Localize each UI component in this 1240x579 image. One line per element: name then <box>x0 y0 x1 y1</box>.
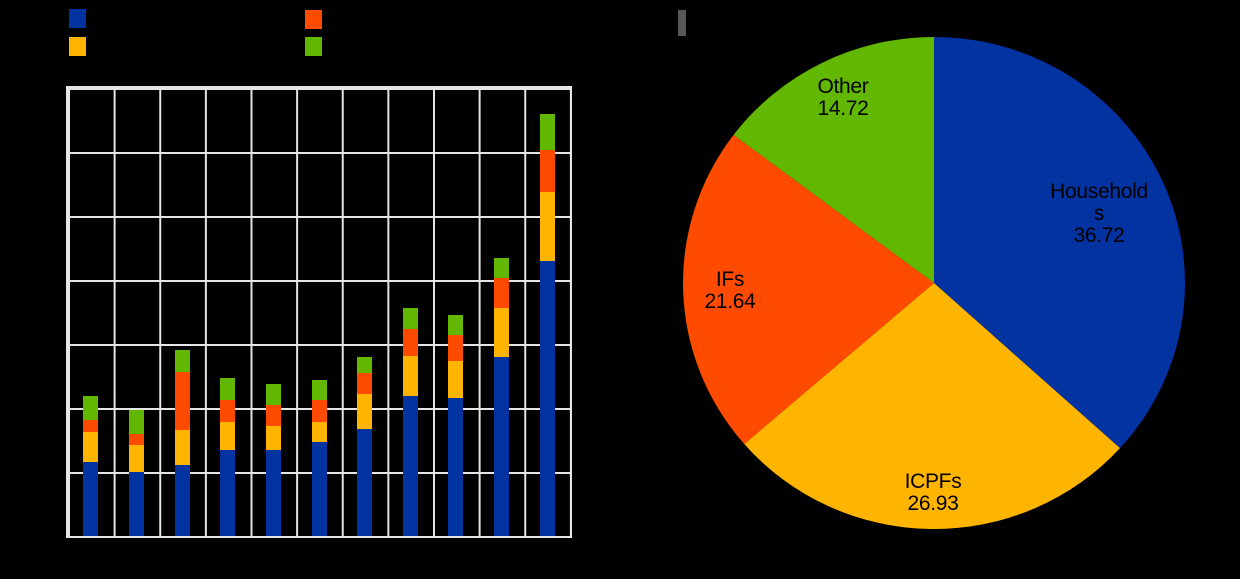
bar-segment-orange[interactable] <box>174 371 190 430</box>
pie-label-other: Other 14.72 <box>817 76 868 120</box>
legend-swatch-orange-icon[interactable] <box>305 10 322 29</box>
stacked-bar-11[interactable] <box>539 114 555 536</box>
bar-segment-orange[interactable] <box>83 420 99 433</box>
bar-segment-blue[interactable] <box>220 450 236 536</box>
bar-segment-green[interactable] <box>129 409 144 434</box>
bar-segment-orange[interactable] <box>402 328 418 357</box>
stacked-bar-8[interactable] <box>402 307 418 536</box>
bar-segment-green[interactable] <box>83 395 99 421</box>
pie-label-ifs: IFs 21.64 <box>704 269 755 313</box>
bar-segment-blue[interactable] <box>448 397 464 536</box>
bar-segment-yellow[interactable] <box>357 393 373 430</box>
bar-segment-orange[interactable] <box>129 433 144 445</box>
bar-segment-green[interactable] <box>494 257 509 279</box>
bar-segment-orange[interactable] <box>448 334 464 361</box>
title-cursor-bar <box>678 10 686 36</box>
stacked-bar-1[interactable] <box>83 395 99 536</box>
bar-segment-blue[interactable] <box>402 395 418 536</box>
stacked-bar-6[interactable] <box>311 379 327 536</box>
bar-segment-yellow[interactable] <box>220 422 236 451</box>
pie-label-other-value: 14.72 <box>817 97 869 120</box>
pie-slice-households[interactable] <box>934 37 1185 449</box>
legend-swatch-blue-icon[interactable] <box>69 9 86 28</box>
bar-segment-orange[interactable] <box>539 150 555 192</box>
legend-swatch-green-icon[interactable] <box>305 37 322 56</box>
bar-segment-yellow[interactable] <box>311 422 327 442</box>
bar-segment-orange[interactable] <box>494 278 509 309</box>
bar-chart-plot-area <box>66 86 572 538</box>
pie-label-households-name-line2: s <box>1093 202 1105 225</box>
legend-swatch-yellow-icon[interactable] <box>69 37 86 56</box>
pie-label-icpfs-value: 26.93 <box>907 492 959 515</box>
bar-segment-yellow[interactable] <box>129 444 144 472</box>
stacked-bar-10[interactable] <box>494 257 509 536</box>
bar-segment-green[interactable] <box>174 349 190 372</box>
pie-label-ifs-name: IFs <box>715 268 745 291</box>
bar-segment-yellow[interactable] <box>539 191 555 261</box>
stacked-bar-9[interactable] <box>448 315 464 536</box>
bar-segment-yellow[interactable] <box>174 429 190 465</box>
bar-segment-green[interactable] <box>402 307 418 329</box>
bar-segment-blue[interactable] <box>311 441 327 536</box>
bar-segment-blue[interactable] <box>129 472 144 536</box>
bar-segment-blue[interactable] <box>174 465 190 536</box>
bar-segment-orange[interactable] <box>265 404 281 426</box>
bar-segment-orange[interactable] <box>357 372 373 394</box>
bar-segment-green[interactable] <box>220 377 236 401</box>
bar-segment-green[interactable] <box>265 384 281 405</box>
pie-chart <box>683 37 1185 530</box>
bar-segment-green[interactable] <box>448 315 464 335</box>
bar-segment-yellow[interactable] <box>402 356 418 396</box>
bar-segment-blue[interactable] <box>357 429 373 536</box>
pie-label-households-name-line1: Household <box>1050 180 1148 203</box>
stacked-bar-5[interactable] <box>265 384 281 536</box>
bar-segment-blue[interactable] <box>265 450 281 536</box>
bar-segment-yellow[interactable] <box>83 432 99 462</box>
bar-segment-orange[interactable] <box>220 400 236 423</box>
pie-slice-icpfs[interactable] <box>744 283 1120 530</box>
bar-segment-blue[interactable] <box>494 356 509 536</box>
bar-segment-blue[interactable] <box>539 260 555 536</box>
stacked-bar-7[interactable] <box>357 357 373 536</box>
stacked-bar-3[interactable] <box>174 349 190 536</box>
bar-segment-yellow[interactable] <box>265 425 281 451</box>
bar-segment-green[interactable] <box>311 379 327 401</box>
bar-segment-green[interactable] <box>539 114 555 151</box>
pie-label-ifs-value: 21.64 <box>704 290 756 313</box>
pie-slice-ifs[interactable] <box>683 134 934 445</box>
bar-segment-blue[interactable] <box>83 461 99 536</box>
stacked-bar-4[interactable] <box>220 377 236 536</box>
bar-segment-orange[interactable] <box>311 400 327 423</box>
pie-label-households: Household s 36.72 <box>1050 181 1148 247</box>
stacked-bar-2[interactable] <box>129 409 144 536</box>
pie-label-other-name: Other <box>817 75 869 98</box>
pie-slice-other[interactable] <box>733 37 934 283</box>
pie-label-icpfs-name: ICPFs <box>904 470 962 493</box>
bar-segment-green[interactable] <box>357 357 373 373</box>
bar-segment-yellow[interactable] <box>448 360 464 398</box>
pie-label-icpfs: ICPFs 26.93 <box>905 471 962 515</box>
bar-segment-yellow[interactable] <box>494 308 509 357</box>
pie-label-households-value: 36.72 <box>1073 224 1125 247</box>
